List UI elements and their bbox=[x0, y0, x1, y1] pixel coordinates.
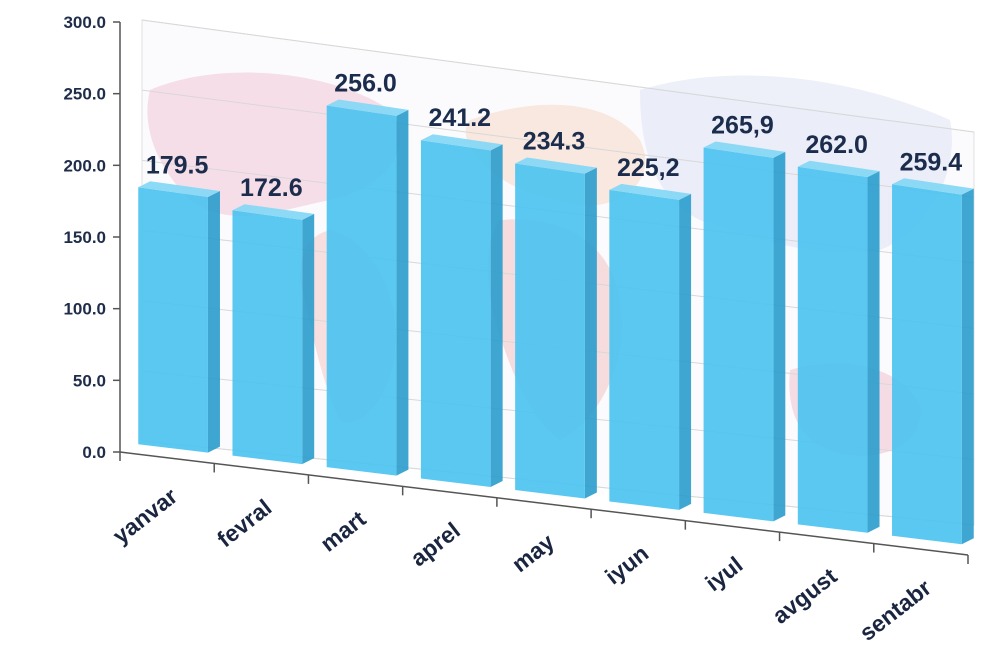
x-tick-label: yanvar bbox=[108, 483, 182, 549]
x-tick-label: aprel bbox=[406, 517, 465, 571]
data-label: 256.0 bbox=[334, 70, 397, 98]
x-tick-label: sentabr bbox=[854, 574, 936, 646]
gridline bbox=[141, 19, 975, 133]
bar-top-face bbox=[703, 141, 786, 158]
data-labels: 179.5 172.6 256.0 241.2 234.3 225,2 265,9 262.0… bbox=[146, 70, 962, 203]
bar-top-face bbox=[515, 157, 597, 174]
bar-side-face bbox=[679, 193, 692, 510]
x-axis-line bbox=[119, 451, 969, 556]
bar-front-face bbox=[797, 166, 868, 533]
y-tick-label: 100.0 bbox=[63, 300, 106, 319]
bar-top-face bbox=[232, 204, 315, 220]
bar-side-face bbox=[396, 109, 409, 476]
y-tick-labels: 0.0 50.0 100.0 150.0 200.0 250.0 300.0 bbox=[63, 13, 106, 462]
bar-side-face bbox=[773, 151, 786, 522]
bar-front-face bbox=[326, 105, 397, 476]
bar bbox=[232, 204, 315, 465]
data-label: 225,2 bbox=[617, 154, 680, 182]
y-tick-label: 250.0 bbox=[63, 85, 106, 104]
y-tick-label: 200.0 bbox=[63, 156, 106, 175]
bar-front-face bbox=[138, 187, 208, 453]
bar-top-face bbox=[420, 134, 503, 151]
x-tick-label: fevral bbox=[212, 494, 276, 552]
bar-top-face bbox=[138, 181, 220, 198]
x-tick-label: iyun bbox=[600, 540, 653, 590]
bar-side-face bbox=[207, 191, 220, 453]
data-label: 234.3 bbox=[523, 128, 586, 156]
data-label: 262.0 bbox=[805, 131, 868, 159]
bar-front-face bbox=[703, 147, 774, 522]
bar-top-face bbox=[609, 183, 692, 200]
bars bbox=[138, 99, 974, 545]
x-tick-label: avgust bbox=[767, 563, 842, 629]
x-tick-label: mart bbox=[315, 505, 371, 556]
bar bbox=[326, 99, 409, 476]
axes bbox=[113, 21, 969, 564]
bar-front-face bbox=[420, 140, 491, 488]
bar-side-face bbox=[867, 171, 880, 533]
bar bbox=[515, 157, 597, 499]
bar-side-face bbox=[584, 167, 597, 499]
bar bbox=[703, 141, 786, 522]
map-region bbox=[465, 104, 646, 206]
bar-top-face bbox=[797, 160, 880, 178]
bar bbox=[420, 134, 503, 488]
bar bbox=[138, 181, 220, 453]
data-label: 179.5 bbox=[146, 151, 209, 179]
bar bbox=[609, 183, 692, 510]
bar-front-face bbox=[609, 189, 680, 510]
y-tick-label: 50.0 bbox=[73, 371, 106, 390]
bar-front-face bbox=[515, 163, 585, 499]
data-label: 241.2 bbox=[428, 104, 491, 132]
bar-front-face bbox=[232, 210, 303, 465]
y-tick-label: 150.0 bbox=[63, 228, 106, 247]
bar-top-face bbox=[892, 178, 974, 195]
y-tick-label: 0.0 bbox=[82, 443, 106, 462]
data-label: 172.6 bbox=[240, 174, 303, 202]
x-tick-label: iyul bbox=[700, 551, 747, 596]
bar-side-face bbox=[490, 144, 503, 488]
x-tick-label: may bbox=[507, 528, 559, 577]
data-label: 265,9 bbox=[711, 111, 774, 139]
data-label: 259.4 bbox=[900, 148, 963, 176]
bar bbox=[797, 160, 880, 533]
y-tick-label: 300.0 bbox=[63, 13, 106, 32]
bar-side-face bbox=[961, 188, 974, 545]
bar-side-face bbox=[302, 213, 315, 465]
bar-front-face bbox=[892, 184, 962, 545]
bar-top-face bbox=[326, 99, 409, 116]
bar bbox=[892, 178, 974, 545]
